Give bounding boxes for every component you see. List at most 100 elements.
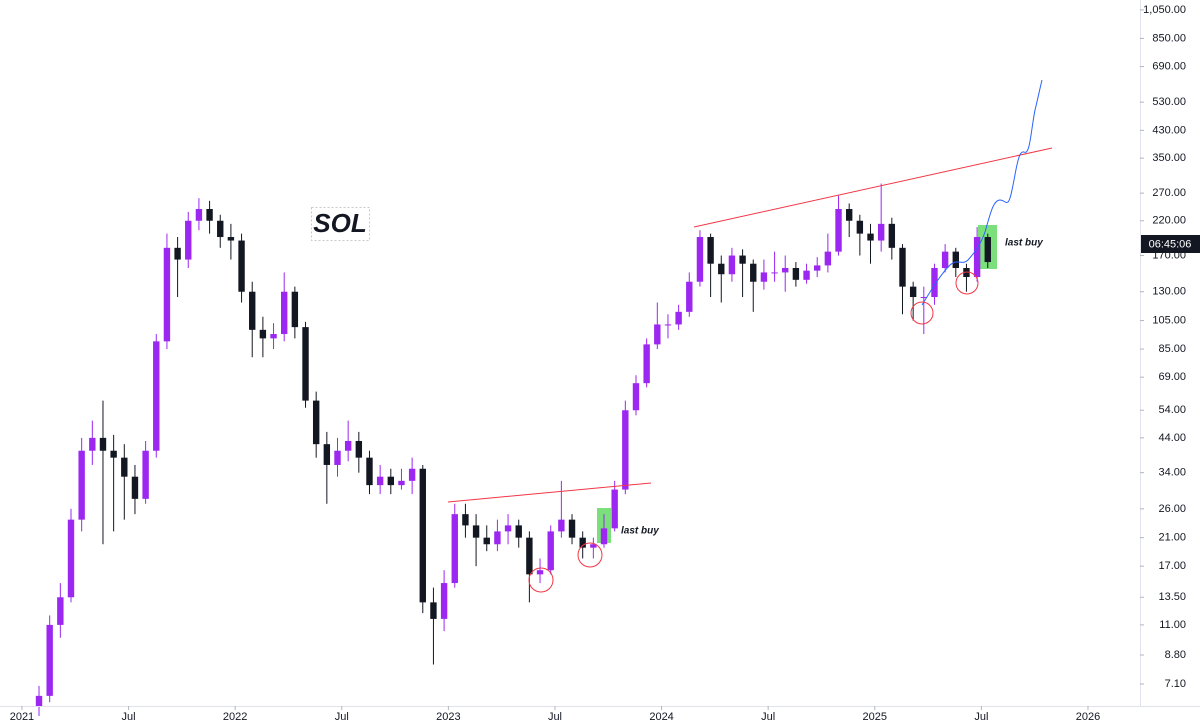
- candle-body: [686, 281, 693, 312]
- circle-marker: [955, 271, 979, 295]
- candle-body: [398, 480, 405, 486]
- candle-body: [675, 311, 682, 325]
- candle-body: [408, 468, 416, 481]
- candle-body: [462, 514, 469, 526]
- candle-body: [323, 444, 331, 465]
- y-tick-label: 270.00: [1152, 187, 1186, 199]
- candle-body: [760, 272, 768, 282]
- candle-body: [259, 329, 267, 339]
- candle-body: [302, 327, 309, 401]
- candle-body: [941, 251, 949, 268]
- x-tick-label: Jul: [974, 711, 988, 723]
- y-tick-label: 13.50: [1158, 591, 1186, 603]
- candle-body: [249, 291, 256, 330]
- candle-body: [163, 247, 171, 342]
- candle-body: [472, 525, 480, 538]
- candle-body: [792, 267, 800, 280]
- candle-body: [185, 220, 192, 260]
- candle-body: [664, 324, 672, 326]
- x-tick-label: 2022: [223, 711, 247, 723]
- candle-body: [110, 450, 117, 458]
- candle-body: [984, 237, 991, 263]
- countdown: 06:45:06: [1149, 238, 1192, 250]
- candle-body: [35, 695, 43, 707]
- y-tick-label: 34.00: [1158, 467, 1186, 479]
- y-tick-label: 530.00: [1152, 96, 1186, 108]
- candle-body: [440, 583, 448, 619]
- y-tick-label: 430.00: [1152, 124, 1186, 136]
- candle-body: [568, 519, 576, 538]
- candle-body: [909, 286, 917, 298]
- candle-body: [366, 457, 373, 486]
- candle-body: [696, 237, 704, 282]
- x-tick-label: 2021: [10, 711, 34, 723]
- x-tick-label: 2026: [1076, 711, 1100, 723]
- annotation: last buy: [1005, 238, 1043, 249]
- candle-body: [217, 220, 224, 238]
- candle-body: [312, 400, 320, 445]
- candle-body: [654, 324, 661, 345]
- y-tick-label: 8.80: [1165, 649, 1186, 661]
- candle-body: [952, 251, 959, 268]
- candle-body: [483, 537, 490, 545]
- candle-body: [643, 344, 650, 384]
- candle-body: [270, 334, 277, 339]
- candle-body: [845, 209, 853, 221]
- candle-body: [291, 291, 299, 328]
- x-tick-label: Jul: [335, 711, 349, 723]
- candle-body: [142, 450, 149, 499]
- candle-body: [622, 410, 629, 490]
- candle-body: [494, 531, 501, 545]
- candle-body: [526, 537, 533, 575]
- candle-body: [153, 341, 160, 451]
- candle-body: [515, 525, 522, 538]
- candle-body: [877, 223, 885, 241]
- candle-body: [547, 531, 554, 571]
- trend-line: [693, 147, 1053, 228]
- candle-body: [771, 272, 778, 274]
- candle-body: [803, 270, 810, 280]
- y-tick-label: 69.00: [1158, 371, 1186, 383]
- candle-body: [600, 528, 608, 545]
- candle-body: [814, 265, 821, 271]
- candle-body: [899, 247, 906, 287]
- circle-marker: [528, 567, 554, 593]
- candle-body: [67, 519, 75, 598]
- candle-body: [419, 468, 426, 603]
- candle-body: [238, 240, 245, 292]
- y-tick-label: 7.10: [1165, 678, 1186, 690]
- candle-body: [195, 209, 203, 221]
- x-tick-label: 2024: [649, 711, 673, 723]
- x-tick-label: 2025: [863, 711, 887, 723]
- y-tick-label: 105.00: [1152, 314, 1186, 326]
- candle-body: [344, 440, 352, 451]
- candle-body: [824, 251, 832, 266]
- x-tick-label: Jul: [761, 711, 775, 723]
- candle-body: [611, 489, 618, 529]
- projection-path: [921, 79, 1043, 306]
- candle-body: [89, 437, 96, 451]
- y-tick-label: 1,050.00: [1143, 4, 1186, 16]
- annotation: last buy: [621, 526, 659, 537]
- candle-body: [430, 602, 437, 619]
- candle-body: [728, 255, 736, 275]
- candle-body: [590, 544, 597, 548]
- candle-body: [707, 237, 714, 264]
- candle-body: [632, 383, 640, 411]
- candle-body: [739, 255, 746, 264]
- candle-body: [99, 437, 107, 451]
- y-tick-label: 690.00: [1152, 60, 1186, 72]
- candle-body: [835, 209, 842, 252]
- candle-body: [782, 267, 789, 273]
- circle-marker: [910, 301, 934, 325]
- x-tick-label: Jul: [548, 711, 562, 723]
- y-tick-label: 850.00: [1152, 32, 1186, 44]
- candle-body: [174, 247, 181, 260]
- candle-body: [281, 291, 288, 335]
- candle-body: [579, 537, 586, 548]
- candle-body: [334, 450, 341, 465]
- title-box: [311, 207, 370, 241]
- candle-body: [46, 624, 53, 696]
- y-tick-label: 54.00: [1158, 404, 1186, 416]
